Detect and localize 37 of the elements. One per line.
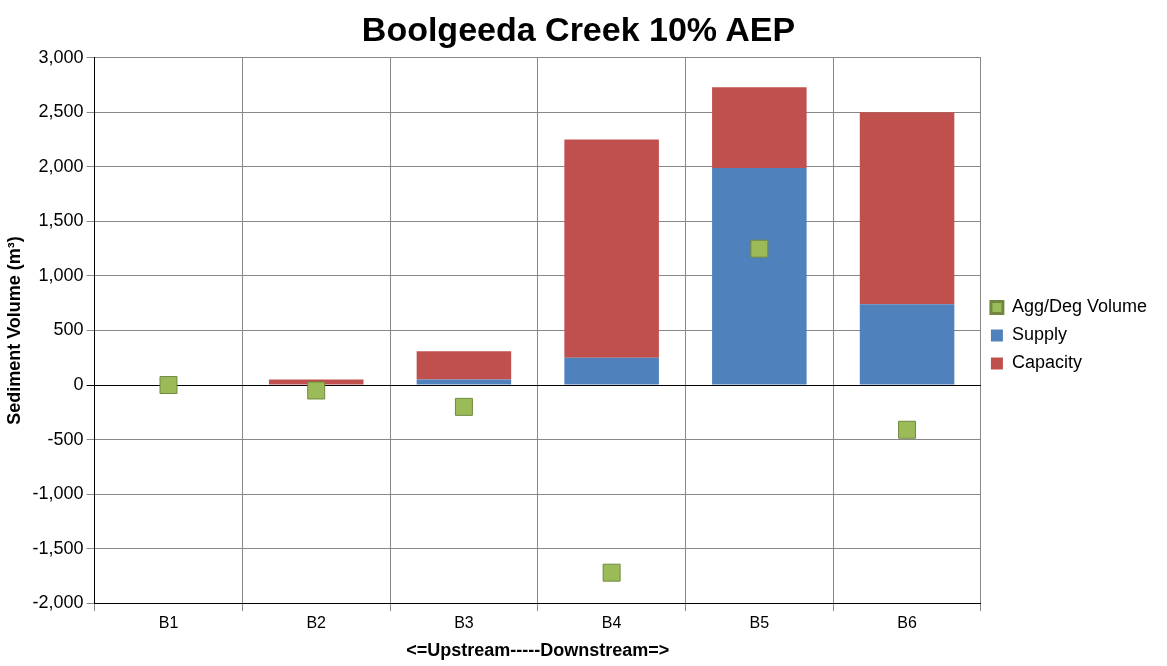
- point: [750, 239, 769, 258]
- chart-title: Boolgeeda Creek 10% AEP: [361, 9, 796, 48]
- bar: [564, 139, 659, 358]
- y-tick-label: 1,000: [38, 264, 84, 285]
- legend-label: Supply: [1011, 324, 1067, 345]
- y-tick-label: -1,000: [32, 483, 84, 504]
- bar: [564, 357, 659, 385]
- y-tick-label: -500: [47, 428, 84, 449]
- legend-label: Capacity: [1011, 352, 1082, 373]
- bar: [712, 167, 807, 385]
- x-tick-label: B3: [454, 614, 474, 632]
- x-tick-label: B6: [897, 614, 917, 632]
- y-axis-title: Sediment Volume (m³): [3, 236, 24, 425]
- y-tick-label: 3,000: [38, 46, 84, 67]
- y-tick-label: 2,000: [38, 155, 84, 176]
- y-tick-label: 500: [53, 319, 84, 340]
- x-tick-label: B2: [306, 614, 327, 632]
- y-tick-label: 2,500: [38, 101, 84, 122]
- bar: [416, 379, 512, 385]
- x-axis-title: <=Upstream-----Downstream=>: [406, 640, 670, 661]
- bar: [712, 87, 807, 168]
- x-tick-label: B1: [158, 614, 179, 632]
- x-tick-label: B4: [601, 614, 622, 632]
- point: [602, 563, 621, 582]
- y-tick-label: 1,500: [38, 210, 84, 231]
- point: [307, 381, 326, 400]
- y-tick-label: -2,000: [32, 592, 84, 613]
- legend-label: Agg/Deg Volume: [1011, 296, 1148, 317]
- point: [454, 397, 473, 416]
- bar: [416, 351, 512, 380]
- bar: [859, 304, 955, 385]
- point: [159, 376, 178, 395]
- point: [898, 420, 917, 439]
- y-tick-label: 0: [73, 374, 84, 395]
- y-tick-label: -1,500: [32, 537, 84, 558]
- bar: [859, 112, 955, 305]
- x-tick-label: B5: [749, 614, 770, 632]
